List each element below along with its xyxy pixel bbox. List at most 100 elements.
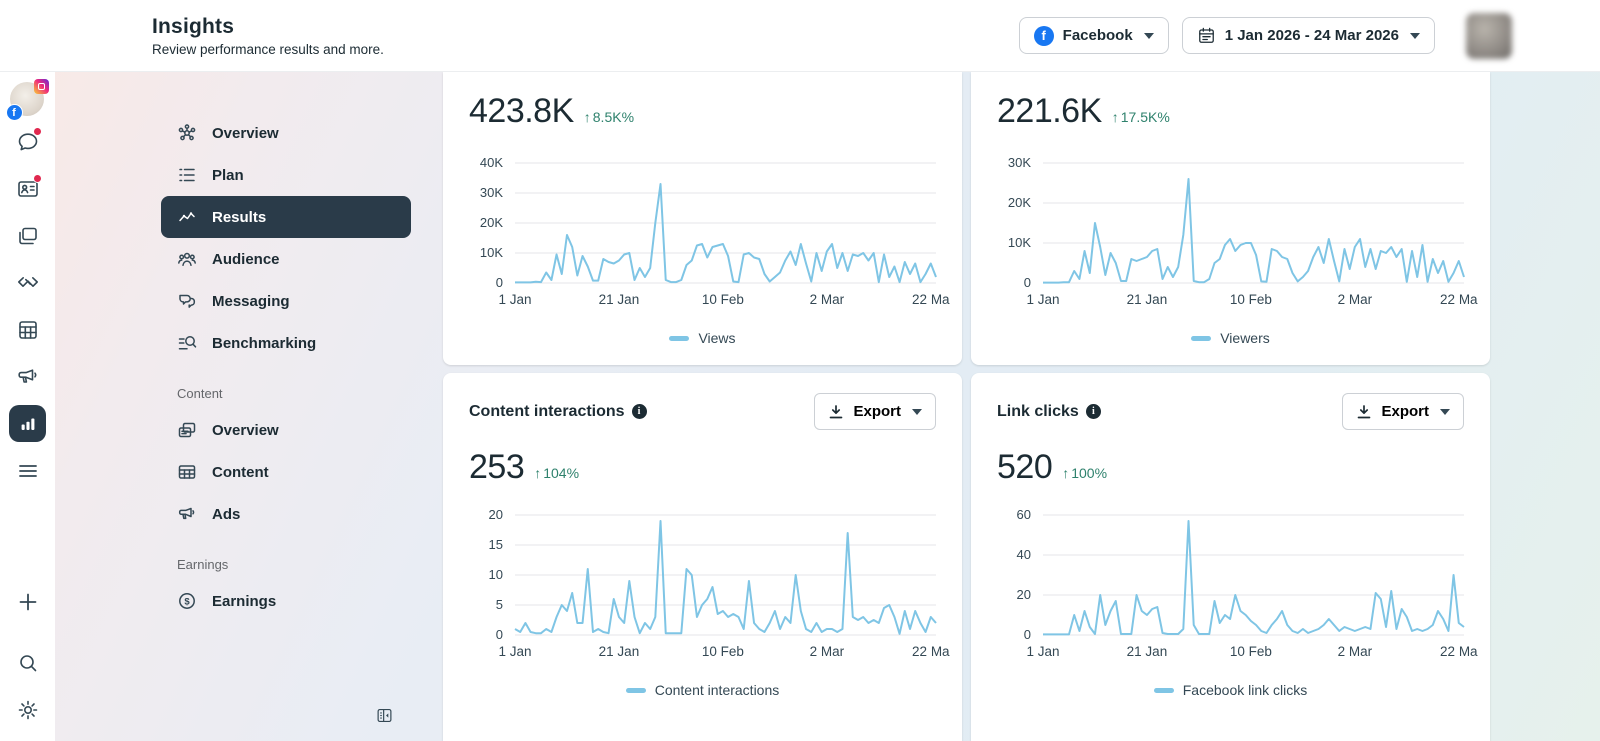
chart-legend: Content interactions (469, 682, 936, 698)
plan-list-icon (179, 168, 195, 182)
views-total: 423.8K (469, 92, 574, 130)
up-arrow-icon: ↑ (1111, 109, 1119, 125)
legend-swatch (669, 335, 690, 341)
info-icon[interactable]: i (1085, 404, 1101, 419)
rail-item-create[interactable] (0, 578, 55, 625)
rail-item-settings[interactable] (0, 686, 55, 733)
chat-bubble-icon (18, 132, 37, 150)
sidebar-section-content: Content (177, 386, 223, 401)
settings-gear-icon (18, 700, 37, 719)
card-title: Content interactions (469, 402, 625, 420)
bar-chart-icon (21, 418, 34, 430)
planner-table-icon (18, 320, 37, 339)
overview-network-icon (178, 124, 196, 141)
legend-swatch (625, 687, 646, 693)
download-icon (830, 404, 843, 418)
page-heading: Insights Review performance results and … (152, 15, 384, 57)
sidebar-section-earnings: Earnings (177, 557, 229, 572)
export-button[interactable]: Export (1342, 393, 1464, 430)
rail-item-content[interactable] (0, 212, 55, 259)
sidebar-item-content-overview[interactable]: Overview (161, 409, 411, 451)
megaphone-icon (17, 368, 36, 383)
sidebar-item-audience[interactable]: Audience (161, 238, 411, 280)
notification-dot (33, 127, 42, 136)
page-selector-dropdown[interactable]: f Facebook (1018, 17, 1169, 54)
viewers-chart: 30K 20K 10K 0 1 Jan 21 Jan 10 Feb 2 Mar 22 Ma V… (997, 155, 1478, 346)
content-interactions-chart: 20 15 10 5 0 1 Jan 21 Jan 10 Feb 2 Mar 22 Ma Con… (469, 507, 950, 698)
card-title: Link clicks (997, 402, 1079, 420)
legend-swatch (1153, 687, 1174, 693)
views-card: 423.8K ↑ 8.5K% 40K 30K 20K 10K 0 1 Jan 21 Jan 1… (443, 72, 962, 365)
line-chart (1043, 515, 1464, 635)
date-range-dropdown[interactable]: 1 Jan 2026 - 24 Mar 2026 (1181, 17, 1435, 54)
sidebar-item-earnings[interactable]: $ Earnings (161, 580, 411, 622)
sidebar-item-label: Earnings (212, 592, 277, 610)
sidebar-item-ads[interactable]: Ads (161, 493, 411, 535)
page-subtitle: Review performance results and more. (152, 41, 384, 57)
rail-item-insights-active[interactable] (0, 400, 55, 447)
sidebar-item-label: Results (212, 208, 267, 226)
rail-item-search[interactable] (0, 639, 55, 686)
collapse-panel-icon (377, 708, 392, 723)
notification-dot (33, 174, 42, 183)
menu-lines-icon (18, 464, 37, 477)
sidebar-item-overview[interactable]: Overview (161, 112, 411, 154)
business-profile-switcher[interactable]: f (5, 79, 49, 121)
views-delta: ↑ 8.5K% (583, 109, 635, 125)
collapse-sidebar-button[interactable] (376, 707, 393, 729)
info-icon[interactable]: i (631, 404, 647, 419)
up-arrow-icon: ↑ (583, 109, 591, 125)
sidebar-item-plan[interactable]: Plan (161, 154, 411, 196)
sidebar-item-label: Content (212, 463, 269, 481)
sidebar-item-benchmarking[interactable]: Benchmarking (161, 322, 411, 364)
rail-item-inbox[interactable] (0, 118, 55, 165)
y-axis-labels: 40K 30K 20K 10K 0 (479, 155, 503, 290)
link-clicks-delta: ↑ 100% (1062, 465, 1108, 481)
chart-legend: Viewers (997, 330, 1464, 346)
content-interactions-total: 253 (469, 448, 525, 486)
insights-active-pill (9, 405, 46, 442)
content-table-icon (178, 465, 196, 479)
contact-card-icon (17, 180, 38, 197)
legend-label: Content interactions (654, 682, 780, 698)
legend-label: Facebook link clicks (1182, 682, 1308, 698)
legend-label: Views (698, 330, 736, 346)
benchmarking-search-icon (178, 336, 197, 350)
page-selector-label: Facebook (1062, 27, 1133, 44)
sidebar-item-messaging[interactable]: Messaging (161, 280, 411, 322)
x-axis-labels: 1 Jan 21 Jan 10 Feb 2 Mar 22 Ma (498, 292, 950, 307)
facebook-badge-icon: f (5, 104, 23, 121)
export-button[interactable]: Export (814, 393, 936, 430)
link-clicks-chart: 60 40 20 0 1 Jan 21 Jan 10 Feb 2 Mar 22 Ma Face… (997, 507, 1478, 698)
rail-item-partnerships[interactable] (0, 259, 55, 306)
link-clicks-total: 520 (997, 448, 1053, 486)
instagram-badge-icon (33, 79, 49, 94)
ads-megaphone-icon (178, 507, 195, 520)
chart-legend: Views (469, 330, 936, 346)
rail-item-ads[interactable] (0, 353, 55, 400)
audience-people-icon (178, 252, 196, 266)
rail-item-planner[interactable] (0, 306, 55, 353)
y-axis-labels: 30K 20K 10K 0 (1007, 155, 1031, 290)
insights-cards-grid: 423.8K ↑ 8.5K% 40K 30K 20K 10K 0 1 Jan 21 Jan 1… (443, 72, 1490, 741)
header-controls: f Facebook 1 Jan 2026 - 24 Mar 2026 (1018, 12, 1512, 59)
sidebar-item-results[interactable]: Results (161, 196, 411, 238)
calendar-icon (1198, 27, 1214, 43)
app-icon-rail: ∞ f (0, 72, 55, 741)
views-chart: 40K 30K 20K 10K 0 1 Jan 21 Jan 10 Feb 2 Mar 22 M… (469, 155, 950, 346)
chevron-down-icon (1410, 32, 1420, 39)
rail-item-all-tools[interactable] (0, 447, 55, 494)
insights-sidebar: Overview Plan Results (55, 72, 435, 741)
content-interactions-card: Content interactions i Export 253 ↑ 104% (443, 373, 962, 741)
line-chart (1043, 163, 1464, 283)
sidebar-item-label: Overview (212, 421, 279, 439)
chevron-down-icon (1143, 32, 1154, 39)
y-axis-labels: 20 15 10 5 0 (488, 507, 503, 642)
chevron-down-icon (1440, 408, 1450, 415)
content-interactions-delta: ↑ 104% (534, 465, 580, 481)
content-area: ∞ f (0, 72, 1600, 741)
user-avatar[interactable] (1466, 12, 1512, 59)
sidebar-item-content[interactable]: Content (161, 451, 411, 493)
rail-item-contacts[interactable] (0, 165, 55, 212)
